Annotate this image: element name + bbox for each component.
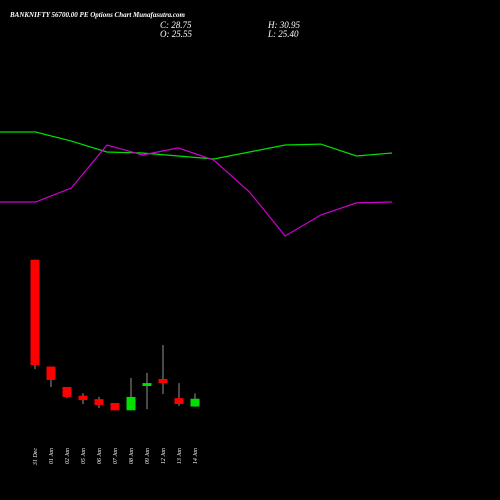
x-tick-label: 09 Jan — [145, 448, 151, 464]
indicator-line — [0, 144, 393, 237]
x-tick-label: 12 Jan — [161, 448, 167, 464]
candle-body — [110, 403, 120, 411]
x-tick-label: 07 Jan — [113, 448, 119, 464]
x-tick-label: 05 Jan — [81, 448, 87, 464]
ohlc-readout: O: 25.55 — [160, 29, 192, 39]
ohlc-readout: L: 25.40 — [267, 29, 299, 39]
x-tick-label: 31 Dec — [33, 448, 39, 466]
x-tick-label: 14 Jan — [192, 448, 199, 464]
x-tick-label: 01 Jan — [49, 448, 55, 464]
x-tick-label: 08 Jan — [129, 448, 135, 464]
x-tick-label: 13 Jan — [177, 448, 183, 464]
candle-body — [174, 398, 184, 404]
ohlc-readout: C: 28.75 — [160, 20, 192, 30]
candle-body — [158, 378, 168, 384]
candle-body — [46, 366, 56, 380]
candle-body — [190, 398, 200, 407]
indicator-line — [0, 131, 393, 160]
candle-body — [78, 395, 88, 401]
candle-body — [62, 386, 72, 397]
x-tick-label: 02 Jan — [65, 448, 71, 464]
chart-title: BANKNIFTY 56700.00 PE Options Chart Muna… — [9, 11, 186, 19]
candle-body — [94, 399, 104, 405]
x-tick-label: 06 Jan — [97, 448, 103, 464]
candle-body — [30, 259, 40, 366]
candle-body — [126, 396, 136, 411]
ohlc-readout: H: 30.95 — [267, 20, 300, 30]
candle-body — [142, 383, 152, 386]
